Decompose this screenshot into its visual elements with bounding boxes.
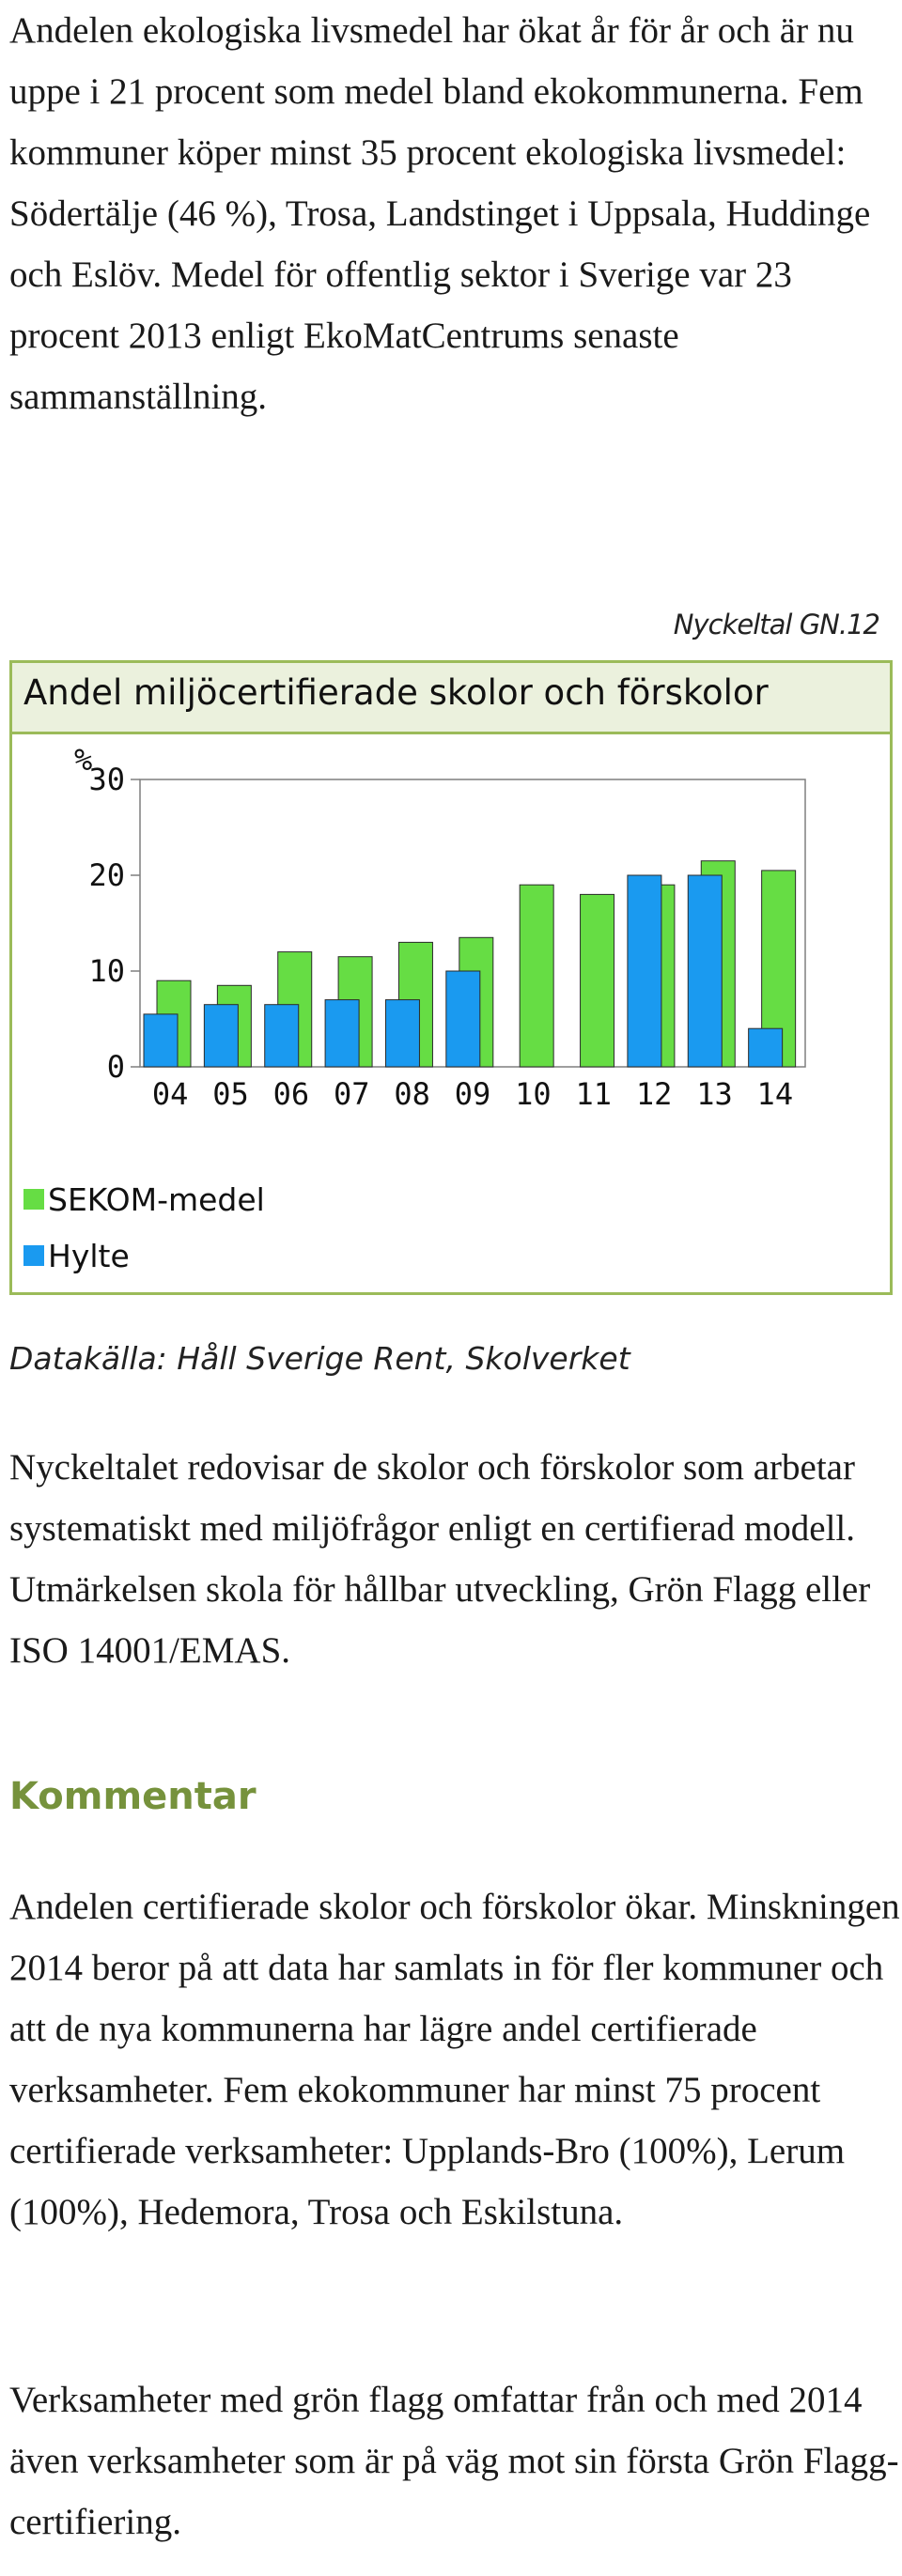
data-source: Datakälla: Håll Sverige Rent, Skolverket xyxy=(9,1340,630,1377)
bar-sekom-11 xyxy=(580,893,615,1068)
y-tick-label: 30 xyxy=(88,762,125,797)
bar-hylte-13 xyxy=(687,874,723,1068)
description-paragraph: Nyckeltalet redovisar de skolor och förs… xyxy=(9,1447,871,1671)
bar-hylte-12 xyxy=(627,874,662,1068)
bar-hylte-04 xyxy=(143,1013,179,1068)
y-tick-label: 0 xyxy=(107,1049,125,1085)
legend-label-hylte: Hylte xyxy=(48,1238,130,1274)
indicator-code: Nyckeltal GN.12 xyxy=(673,609,880,640)
bar-hylte-14 xyxy=(748,1027,784,1068)
chart-title: Andel miljöcertifierade skolor och försk… xyxy=(23,672,769,713)
x-tick-label: 13 xyxy=(696,1076,733,1112)
bar-sekom-10 xyxy=(519,884,554,1068)
legend-label-sekom: SEKOM-medel xyxy=(48,1181,265,1218)
x-tick-label: 09 xyxy=(455,1076,491,1112)
y-tick-label: 10 xyxy=(88,953,125,989)
legend-item-hylte: Hylte xyxy=(23,1238,130,1275)
x-tick-label: 04 xyxy=(152,1076,189,1112)
x-tick-label: 10 xyxy=(515,1076,552,1112)
x-tick-label: 05 xyxy=(212,1076,249,1112)
legend-item-sekom: SEKOM-medel xyxy=(23,1181,265,1219)
x-tick-label: 07 xyxy=(334,1076,370,1112)
chart-panel: Andel miljöcertifierade skolor och försk… xyxy=(9,660,893,1295)
bar-hylte-08 xyxy=(384,999,420,1068)
y-tick-label: 20 xyxy=(88,857,125,893)
x-tick-label: 06 xyxy=(273,1076,310,1112)
x-tick-label: 12 xyxy=(636,1076,673,1112)
bar-hylte-05 xyxy=(203,1004,239,1068)
comment-paragraph-2: Verksamheter med grön flagg omfattar frå… xyxy=(9,2380,899,2542)
bar-chart: % 0 10 20 30 04 05 06 07 08 09 10 11 12 13 14 xyxy=(74,742,806,1112)
legend-swatch-hylte xyxy=(23,1244,44,1266)
x-tick-label: 08 xyxy=(394,1076,430,1112)
intro-paragraph: Andelen ekologiska livsmedel har ökat år… xyxy=(9,10,871,417)
bar-hylte-09 xyxy=(445,970,481,1068)
legend-swatch-sekom xyxy=(23,1188,44,1210)
comment-paragraph-1: Andelen certifierade skolor och förskolo… xyxy=(9,1887,900,2232)
y-axis-unit: % xyxy=(74,742,92,778)
x-tick-label: 11 xyxy=(575,1076,612,1112)
chart-title-bar: Andel miljöcertifierade skolor och försk… xyxy=(12,663,890,734)
bar-hylte-06 xyxy=(264,1004,300,1068)
bar-hylte-07 xyxy=(324,999,360,1068)
x-tick-label: 14 xyxy=(757,1076,794,1112)
comment-heading: Kommentar xyxy=(9,1775,257,1818)
